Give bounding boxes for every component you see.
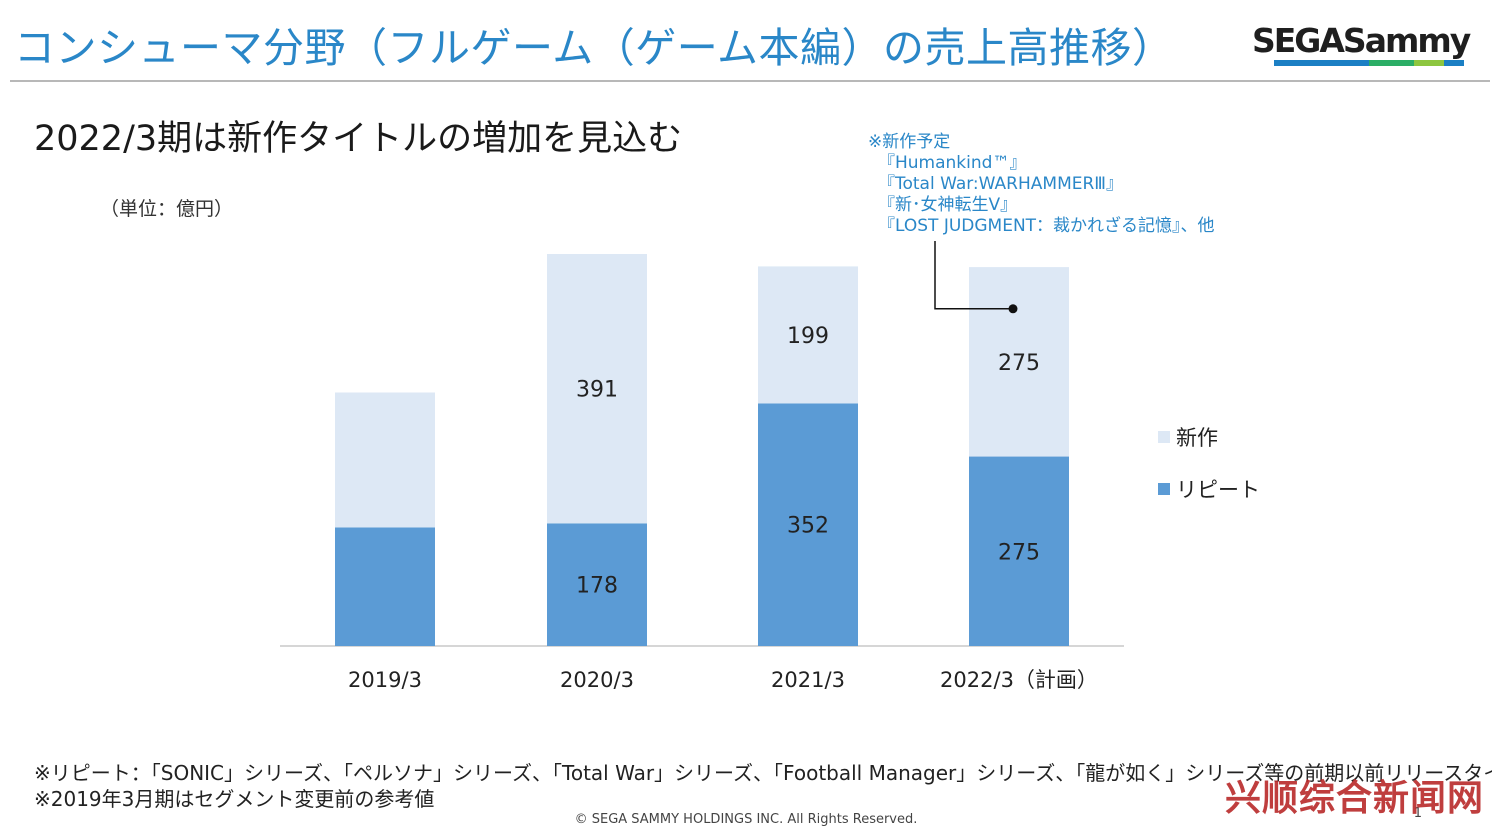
footnotes: ※リピート：「SONIC」シリーズ、「ペルソナ」シリーズ、「Total War」… [34,760,1492,812]
logo-text: SEGASammy [1252,21,1471,60]
data-label-repeat-4: 275 [998,540,1040,565]
legend-label-new: 新作 [1176,426,1218,450]
bar-repeat-2 [547,523,647,646]
note-line: 『Humankind™』 [878,153,1027,173]
data-label-repeat-2: 178 [576,574,618,599]
slide-subtitle: 2022/3期は新作タイトルの増加を見込む [34,119,683,159]
note-connector-dot [1008,304,1018,314]
bar-new-4 [969,267,1069,457]
legend-label-repeat: リピート [1176,478,1260,502]
data-label-new-2: 391 [576,378,618,403]
unit-label: （単位：億円） [100,198,234,220]
note-line: 『LOST JUDGMENT：裁かれざる記憶』、他 [878,216,1215,236]
bar-repeat-4 [969,456,1069,646]
note-line: 『Total War:WARHAMMERⅢ』 [878,174,1124,194]
page-number: 1 [1413,806,1422,821]
data-label-new-3: 199 [787,324,829,349]
header-divider [10,80,1490,82]
copyright: © SEGA SAMMY HOLDINGS INC. All Rights Re… [574,812,918,827]
bar-new-1 [335,392,435,528]
x-tick-label-3: 2021/3 [771,668,845,692]
footnote-repeat: ※リピート：「SONIC」シリーズ、「ペルソナ」シリーズ、「Total War」… [34,761,1492,785]
data-label-repeat-3: 352 [787,514,829,539]
page-title: コンシューマ分野（フルゲーム（ゲーム本編）の売上高推移） [14,24,1174,72]
new-titles-note: ※新作予定 『Humankind™』 『Total War:WARHAMMERⅢ… [868,132,1215,237]
legend-swatch-repeat [1158,483,1170,495]
legend-swatch-new [1158,431,1170,443]
footnote-segment: ※2019年3月期はセグメント変更前の参考値 [34,787,435,811]
x-tick-label-1: 2019/3 [348,668,422,692]
x-tick-label-2: 2020/3 [560,668,634,692]
x-tick-label-4: 2022/3（計画） [940,668,1098,692]
sega-sammy-logo: SEGASammy [1252,21,1471,70]
note-line: ※新作予定 [868,132,951,152]
bar-repeat-3 [758,403,858,646]
note-connector-line [934,241,1013,310]
note-line: 『新･女神転生Ⅴ』 [878,195,1018,215]
bar-new-2 [547,254,647,524]
bar-repeat-1 [335,527,435,646]
logo-color-bar [1274,60,1464,66]
bar-new-3 [758,266,858,404]
site-watermark: 兴顺综合新闻网 [1224,778,1484,819]
data-label-new-4: 275 [998,351,1040,376]
